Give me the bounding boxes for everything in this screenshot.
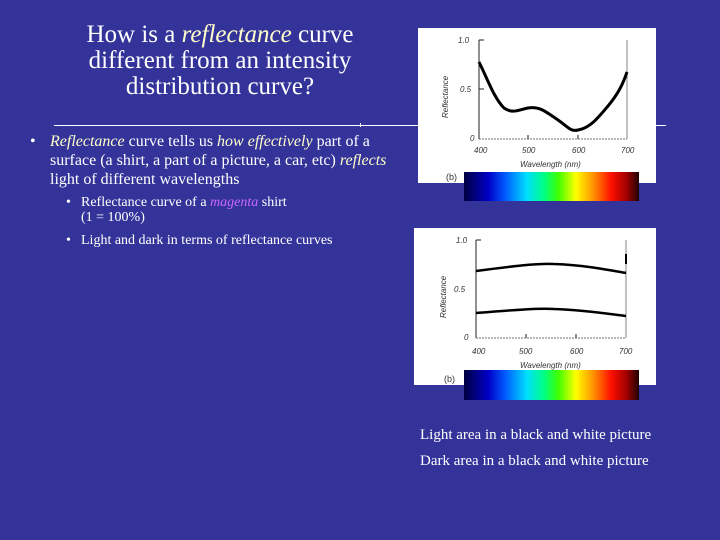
spectrum-bar-2	[464, 370, 639, 400]
chart-light-dark-reflectance: 1.0 0.5 0 400 500 600 700 Wavelength (nm…	[414, 228, 656, 385]
svg-text:400: 400	[472, 347, 486, 356]
svg-text:400: 400	[474, 146, 488, 155]
svg-text:Wavelength (nm): Wavelength (nm)	[520, 361, 581, 370]
svg-text:(b): (b)	[446, 172, 457, 182]
title-line-3: distribution curve?	[125, 73, 315, 100]
divider-tick	[360, 123, 361, 127]
svg-text:0: 0	[470, 134, 475, 143]
svg-text:500: 500	[519, 347, 533, 356]
sub-bullet-magenta: • Reflectance curve of a magenta shirt (1…	[66, 195, 287, 225]
caption-dark-area: Dark area in a black and white picture	[420, 453, 649, 469]
chart-2-plot: 1.0 0.5 0 400 500 600 700 Wavelength (nm…	[439, 236, 633, 384]
bullet-icon: •	[66, 233, 71, 248]
svg-text:700: 700	[619, 347, 633, 356]
svg-text:600: 600	[570, 347, 584, 356]
dark-area-curve	[475, 307, 627, 318]
svg-text:500: 500	[522, 146, 536, 155]
bullet-icon: •	[30, 133, 36, 150]
svg-text:Wavelength (nm): Wavelength (nm)	[520, 160, 581, 169]
chart-magenta-reflectance: 1.0 0.5 0 400 500 600 700 Wavelength (nm…	[418, 28, 656, 183]
main-bullet: • Reflectance curve tells us how effecti…	[30, 132, 410, 189]
svg-text:0: 0	[464, 333, 469, 342]
bullet-icon: •	[66, 195, 71, 210]
svg-text:Reflectance: Reflectance	[441, 75, 450, 118]
spectrum-bar-1	[464, 172, 639, 201]
svg-text:0.5: 0.5	[454, 285, 466, 294]
title-emphasis: reflectance	[181, 21, 292, 48]
sub-bullet-light-dark: • Light and dark in terms of reflectance…	[66, 233, 333, 248]
svg-text:600: 600	[572, 146, 586, 155]
svg-text:Reflectance: Reflectance	[439, 275, 448, 318]
svg-text:700: 700	[621, 146, 635, 155]
title-line-2: different from an intensity	[88, 47, 352, 74]
slide-title: How is a reflectance curve different fro…	[50, 22, 390, 100]
svg-text:1.0: 1.0	[458, 36, 470, 45]
main-bullet-text: Reflectance curve tells us how effective…	[50, 133, 387, 188]
svg-text:(b): (b)	[444, 374, 455, 384]
caption-light-area: Light area in a black and white picture	[420, 427, 652, 443]
svg-text:0.5: 0.5	[460, 85, 472, 94]
light-area-curve	[475, 262, 627, 275]
svg-text:1.0: 1.0	[456, 236, 468, 245]
magenta-word: magenta	[210, 195, 259, 210]
chart-1-plot: 1.0 0.5 0 400 500 600 700 Wavelength (nm…	[441, 36, 635, 182]
title-line-1: How is a reflectance curve	[86, 21, 354, 48]
